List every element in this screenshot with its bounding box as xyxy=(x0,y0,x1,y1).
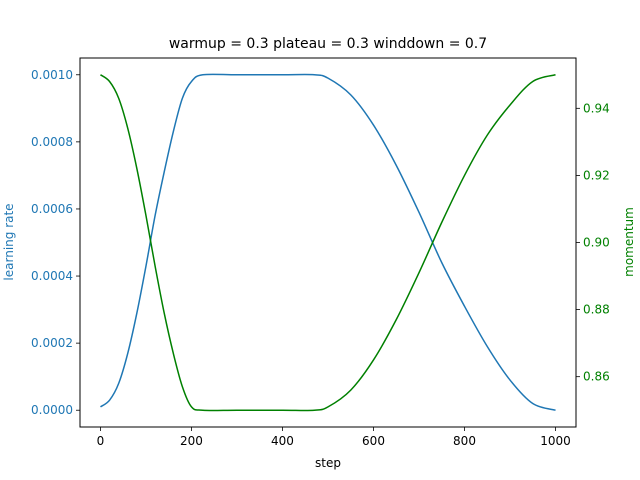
y-right-tick-label: 0.94 xyxy=(583,101,610,115)
y-left-tick-label: 0.0010 xyxy=(31,68,73,82)
x-tick-label: 200 xyxy=(180,434,203,448)
y-axis-left: 0.0000 0.0002 0.0004 0.0006 0.0008 0.0010 xyxy=(31,68,80,417)
plot-frame xyxy=(79,57,577,428)
series-line-learning-rate xyxy=(100,73,556,411)
y-right-tick-label: 0.92 xyxy=(583,168,610,182)
x-axis-label: step xyxy=(315,456,341,470)
x-tick-label: 600 xyxy=(362,434,385,448)
plot-lines xyxy=(100,73,556,412)
y-left-tick-label: 0.0006 xyxy=(31,202,73,216)
y-axis-right-label: momentum xyxy=(622,207,636,277)
y-right-tick-label: 0.88 xyxy=(583,303,610,317)
x-axis: 0 200 400 600 800 1000 xyxy=(97,427,571,448)
y-right-tick-label: 0.90 xyxy=(583,236,610,250)
y-axis-left-label: learning rate xyxy=(2,203,16,280)
y-left-tick-label: 0.0008 xyxy=(31,135,73,149)
series-line-momentum xyxy=(100,74,556,412)
x-tick-label: 1000 xyxy=(540,434,571,448)
y-left-tick-label: 0.0004 xyxy=(31,269,73,283)
x-tick-label: 400 xyxy=(271,434,294,448)
chart-title: warmup = 0.3 plateau = 0.3 winddown = 0.… xyxy=(169,36,487,52)
y-left-tick-label: 0.0002 xyxy=(31,336,73,350)
y-axis-right: 0.86 0.88 0.90 0.92 0.94 xyxy=(576,101,610,384)
x-tick-label: 800 xyxy=(453,434,476,448)
x-tick-label: 0 xyxy=(97,434,105,448)
y-left-tick-label: 0.0000 xyxy=(31,403,73,417)
y-right-tick-label: 0.86 xyxy=(583,370,610,384)
